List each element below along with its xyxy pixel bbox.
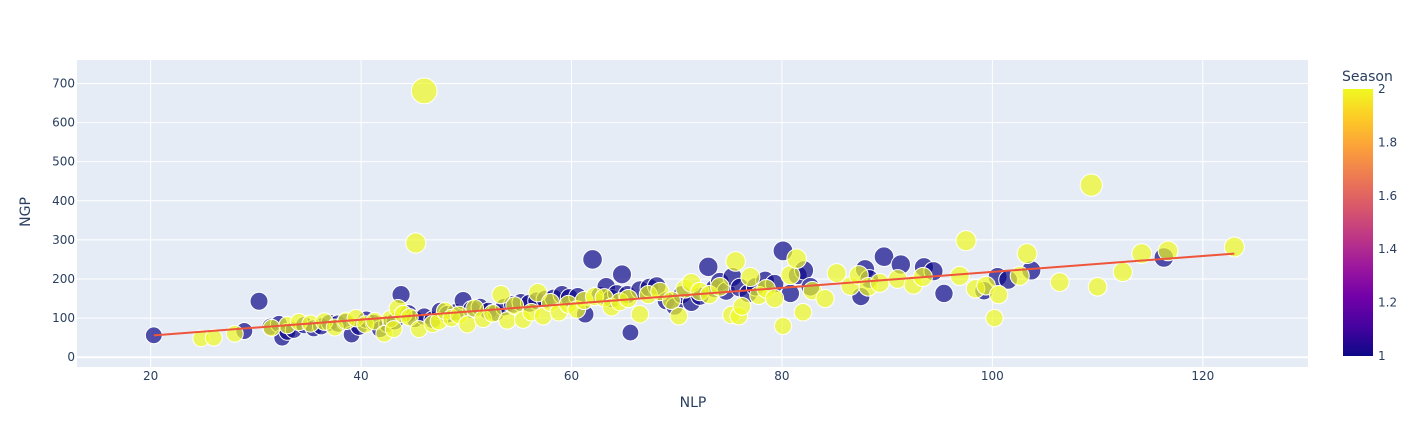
colorbar — [1343, 89, 1373, 356]
colorbar-tick-label: 1.8 — [1378, 135, 1397, 149]
colorbar-ticks: 1 1.2 1.4 1.6 1.8 2 — [1378, 82, 1397, 363]
data-point — [955, 230, 977, 252]
colorbar-tick-label: 2 — [1378, 82, 1386, 96]
data-point — [249, 291, 269, 311]
data-point — [1079, 173, 1103, 197]
y-tick-label: 600 — [52, 116, 75, 130]
data-point — [740, 267, 761, 288]
data-point — [698, 256, 719, 278]
data-point — [815, 288, 835, 309]
x-tick-label: 120 — [1191, 369, 1214, 383]
y-tick-label: 0 — [67, 350, 75, 364]
data-point — [985, 308, 1004, 328]
data-point — [405, 232, 427, 254]
data-point — [764, 288, 785, 309]
x-axis-title: NLP — [680, 395, 707, 411]
data-point — [1223, 236, 1245, 258]
x-axis-ticks: 20 40 60 80 100 120 — [143, 369, 1214, 383]
data-point — [732, 296, 752, 316]
data-point — [989, 285, 1009, 305]
data-point — [934, 283, 954, 304]
data-point — [873, 246, 895, 268]
data-point — [949, 265, 970, 286]
data-point — [262, 318, 281, 337]
data-point — [1157, 240, 1179, 262]
data-point — [725, 251, 746, 272]
trendline-line — [153, 252, 1235, 337]
trendline — [153, 252, 1235, 337]
y-tick-label: 100 — [52, 311, 75, 325]
colorbar-tick-label: 1 — [1378, 349, 1386, 363]
x-tick-label: 20 — [143, 369, 158, 383]
y-tick-label: 200 — [52, 272, 75, 286]
x-tick-label: 60 — [564, 369, 579, 383]
colorbar-tick-label: 1.2 — [1378, 296, 1397, 310]
data-point — [869, 273, 890, 293]
data-point — [458, 315, 477, 334]
data-point — [1131, 243, 1153, 264]
data-point — [528, 282, 548, 303]
colorbar-tick-label: 1.4 — [1378, 242, 1397, 256]
data-point — [786, 248, 807, 269]
data-point — [1087, 277, 1108, 297]
gridlines — [77, 60, 1308, 367]
data-point — [612, 264, 633, 285]
data-point — [1016, 243, 1038, 264]
data-point — [204, 328, 223, 347]
y-tick-label: 400 — [52, 194, 75, 208]
data-point — [384, 320, 403, 339]
x-tick-label: 40 — [353, 369, 368, 383]
data-point — [773, 316, 793, 336]
colorbar-tick-label: 1.6 — [1378, 189, 1397, 203]
data-point — [1049, 272, 1070, 293]
data-point — [621, 323, 640, 342]
y-axis-title: NGP — [18, 197, 34, 227]
y-axis-ticks: 0 100 200 300 400 500 600 700 — [52, 76, 75, 364]
data-point — [826, 263, 847, 284]
y-tick-label: 500 — [52, 155, 75, 169]
plot-background — [77, 60, 1308, 367]
x-tick-label: 100 — [981, 369, 1004, 383]
data-point — [669, 306, 689, 326]
data-point — [630, 304, 650, 324]
x-tick-label: 80 — [774, 369, 789, 383]
data-point — [582, 249, 603, 270]
colorbar-title: Season — [1342, 69, 1393, 85]
data-point — [505, 296, 525, 316]
data-point — [410, 77, 438, 105]
data-point — [1112, 261, 1133, 283]
data-point — [793, 302, 813, 322]
data-point — [491, 285, 511, 305]
y-tick-label: 300 — [52, 233, 75, 247]
y-tick-label: 700 — [52, 76, 75, 90]
